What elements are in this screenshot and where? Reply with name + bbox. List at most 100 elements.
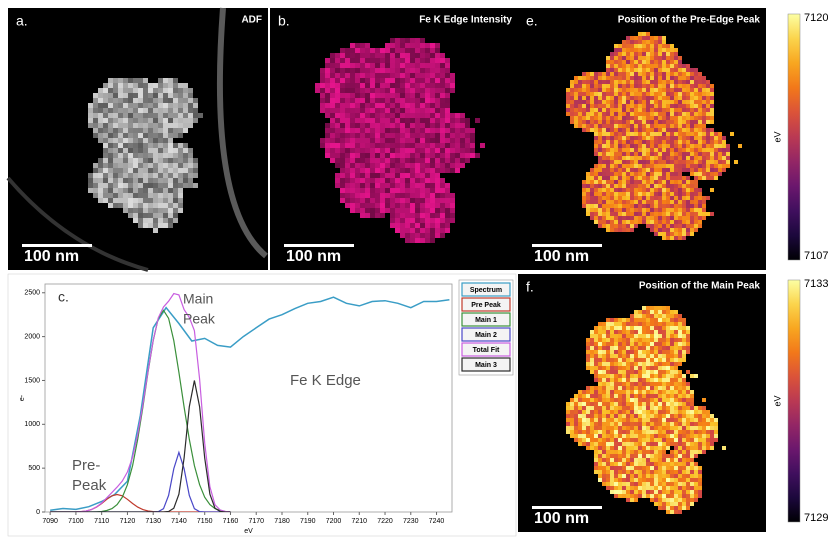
image-pixel [618, 212, 622, 216]
image-pixel [578, 112, 582, 116]
image-pixel [630, 474, 634, 478]
image-pixel [400, 118, 405, 123]
image-pixel [634, 418, 638, 422]
image-pixel [594, 124, 598, 128]
image-pixel [460, 148, 465, 153]
image-pixel [395, 173, 400, 178]
image-pixel [385, 138, 390, 143]
image-pixel [123, 148, 128, 153]
image-pixel [678, 104, 682, 108]
image-pixel [674, 148, 678, 152]
image-pixel [674, 200, 678, 204]
image-pixel [450, 133, 455, 138]
image-pixel [193, 163, 198, 168]
image-pixel [370, 178, 375, 183]
image-pixel [646, 176, 650, 180]
image-pixel [650, 330, 654, 334]
image-pixel [614, 470, 618, 474]
image-pixel [410, 58, 415, 63]
image-pixel [103, 88, 108, 93]
image-pixel [678, 172, 682, 176]
image-pixel [618, 176, 622, 180]
image-pixel [670, 310, 674, 314]
image-pixel [682, 68, 686, 72]
image-pixel [682, 184, 686, 188]
image-pixel [365, 158, 370, 163]
image-pixel [622, 184, 626, 188]
image-pixel [320, 98, 325, 103]
image-pixel [570, 434, 574, 438]
image-pixel [586, 422, 590, 426]
image-pixel [108, 83, 113, 88]
image-pixel [678, 128, 682, 132]
image-pixel [606, 338, 610, 342]
image-pixel [674, 346, 678, 350]
image-pixel [666, 326, 670, 330]
image-pixel [395, 213, 400, 218]
image-pixel [168, 173, 173, 178]
image-pixel [345, 163, 350, 168]
panel-title: Position of the Pre-Edge Peak [618, 15, 761, 26]
annotation: Fe K Edge [290, 372, 361, 389]
image-pixel [395, 178, 400, 183]
image-pixel [650, 104, 654, 108]
image-pixel [698, 208, 702, 212]
image-pixel [395, 48, 400, 53]
image-pixel [694, 474, 698, 478]
image-pixel [654, 370, 658, 374]
image-pixel [590, 92, 594, 96]
image-pixel [698, 438, 702, 442]
image-pixel [410, 163, 415, 168]
image-pixel [626, 88, 630, 92]
image-pixel [658, 116, 662, 120]
image-pixel [626, 224, 630, 228]
image-pixel [626, 80, 630, 84]
image-pixel [662, 196, 666, 200]
image-pixel [642, 474, 646, 478]
image-pixel [666, 354, 670, 358]
image-pixel [375, 123, 380, 128]
image-pixel [670, 236, 674, 240]
image-pixel [658, 40, 662, 44]
image-pixel [594, 390, 598, 394]
image-pixel [385, 53, 390, 58]
image-pixel [395, 103, 400, 108]
image-pixel [163, 213, 168, 218]
image-pixel [430, 98, 435, 103]
image-pixel [118, 143, 123, 148]
image-pixel [654, 386, 658, 390]
image-pixel [355, 123, 360, 128]
image-pixel [193, 108, 198, 113]
image-pixel [678, 398, 682, 402]
image-pixel [425, 183, 430, 188]
image-pixel [694, 72, 698, 76]
image-pixel [440, 93, 445, 98]
image-pixel [686, 470, 690, 474]
image-pixel [380, 193, 385, 198]
image-pixel [618, 462, 622, 466]
image-pixel [350, 203, 355, 208]
image-pixel [682, 398, 686, 402]
image-pixel [666, 426, 670, 430]
image-pixel [618, 108, 622, 112]
image-pixel [690, 462, 694, 466]
image-pixel [646, 152, 650, 156]
image-pixel [330, 103, 335, 108]
image-pixel [618, 450, 622, 454]
image-pixel [650, 494, 654, 498]
image-pixel [678, 346, 682, 350]
image-pixel [405, 53, 410, 58]
image-pixel [694, 156, 698, 160]
image-pixel [594, 394, 598, 398]
image-pixel [682, 418, 686, 422]
image-pixel [445, 143, 450, 148]
image-pixel [634, 68, 638, 72]
image-pixel [178, 103, 183, 108]
image-pixel [646, 84, 650, 88]
image-pixel [440, 188, 445, 193]
image-pixel [694, 442, 698, 446]
image-pixel [360, 43, 365, 48]
image-pixel [686, 96, 690, 100]
image-pixel [420, 113, 425, 118]
image-pixel [430, 178, 435, 183]
